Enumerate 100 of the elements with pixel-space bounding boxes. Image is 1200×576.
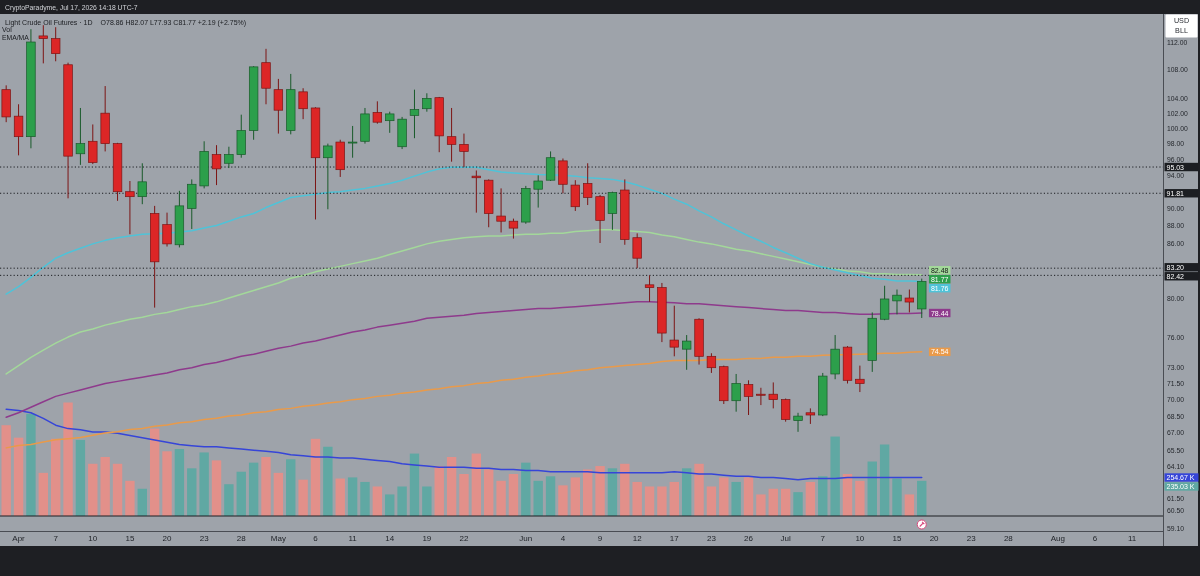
candlestick — [496, 187, 506, 233]
x-tick-label: 4 — [560, 534, 566, 543]
bar — [459, 474, 469, 516]
bar — [793, 492, 803, 516]
bar — [88, 463, 98, 516]
candlestick — [731, 373, 741, 413]
candlestick — [508, 218, 519, 240]
bar — [1, 425, 11, 516]
x-tick-label: 10 — [855, 534, 865, 543]
candlestick — [533, 174, 543, 209]
bar — [620, 463, 630, 516]
bar — [731, 481, 741, 516]
bar — [706, 486, 717, 516]
candlestick — [682, 334, 692, 371]
x-tick-label: 22 — [459, 534, 469, 543]
bar — [236, 471, 246, 516]
candlestick — [583, 162, 593, 206]
bar — [372, 486, 383, 516]
bar — [385, 494, 395, 516]
line-series — [5, 301, 923, 418]
candlestick — [706, 352, 717, 374]
candlestick — [855, 365, 865, 393]
bar — [360, 481, 370, 516]
candlestick — [13, 103, 24, 156]
candlestick — [162, 212, 172, 248]
line-series — [5, 351, 923, 449]
candlestick — [298, 87, 308, 120]
bar — [595, 466, 605, 516]
x-tick-label: 6 — [313, 534, 319, 543]
bar — [521, 462, 531, 516]
x-tick-label: 7 — [820, 534, 826, 543]
bar — [644, 486, 655, 516]
candlestick — [125, 180, 135, 235]
line-series — [5, 229, 923, 375]
bar — [446, 456, 457, 516]
bar — [174, 449, 185, 516]
bar — [26, 413, 36, 516]
x-tick-label: 23 — [199, 534, 210, 543]
bar — [496, 480, 506, 516]
bar — [112, 463, 123, 516]
bar — [434, 466, 444, 516]
candlestick — [768, 381, 778, 409]
candlestick — [422, 92, 432, 113]
bar — [694, 463, 704, 516]
candlestick — [904, 289, 915, 313]
bar — [137, 488, 147, 516]
x-tick-label: 20 — [162, 534, 173, 543]
x-tick-label: 6 — [1092, 534, 1098, 543]
bar — [397, 486, 407, 516]
bar — [13, 437, 24, 516]
bar — [211, 460, 222, 516]
bar — [818, 476, 828, 516]
candlestick — [75, 107, 86, 166]
bar — [743, 477, 754, 516]
candlestick — [793, 412, 803, 433]
bar — [347, 477, 358, 516]
candlestick — [570, 179, 580, 212]
bar — [768, 488, 778, 516]
x-tick-label: 14 — [385, 534, 395, 543]
candlestick — [372, 100, 383, 125]
x-tick-label: 15 — [125, 534, 135, 543]
candlestick — [347, 125, 358, 159]
bar — [669, 481, 679, 516]
bar — [867, 461, 877, 516]
bar — [719, 477, 729, 516]
bar — [917, 480, 927, 516]
bar — [323, 446, 333, 516]
candlestick — [88, 123, 98, 165]
candlestick — [879, 285, 890, 321]
bar — [273, 472, 284, 516]
candlestick — [409, 89, 420, 139]
candlestick — [892, 289, 902, 315]
bar — [830, 436, 840, 516]
x-tick-label: 28 — [236, 534, 247, 543]
bar — [298, 479, 308, 516]
bar — [125, 480, 135, 516]
bar — [582, 469, 593, 516]
x-tick-label: 28 — [1003, 534, 1014, 543]
bar — [286, 459, 296, 516]
candlestick — [607, 191, 618, 231]
x-tick-label: 11 — [1127, 534, 1137, 543]
bar — [224, 484, 234, 516]
bar — [756, 494, 766, 516]
bar — [248, 462, 259, 516]
bar — [607, 468, 618, 516]
bar — [855, 480, 865, 516]
bar — [75, 439, 86, 516]
x-tick-label: Jul — [780, 534, 791, 543]
candlestick — [38, 24, 48, 64]
candlestick — [595, 194, 605, 244]
bar — [162, 451, 172, 516]
candlestick — [459, 133, 469, 168]
bar — [681, 468, 692, 516]
bar — [558, 485, 568, 516]
bar — [904, 494, 915, 516]
candlestick — [756, 387, 766, 406]
x-tick-label: 9 — [597, 534, 603, 543]
candlestick — [273, 78, 284, 135]
bar — [100, 456, 110, 516]
candlestick — [51, 26, 61, 62]
